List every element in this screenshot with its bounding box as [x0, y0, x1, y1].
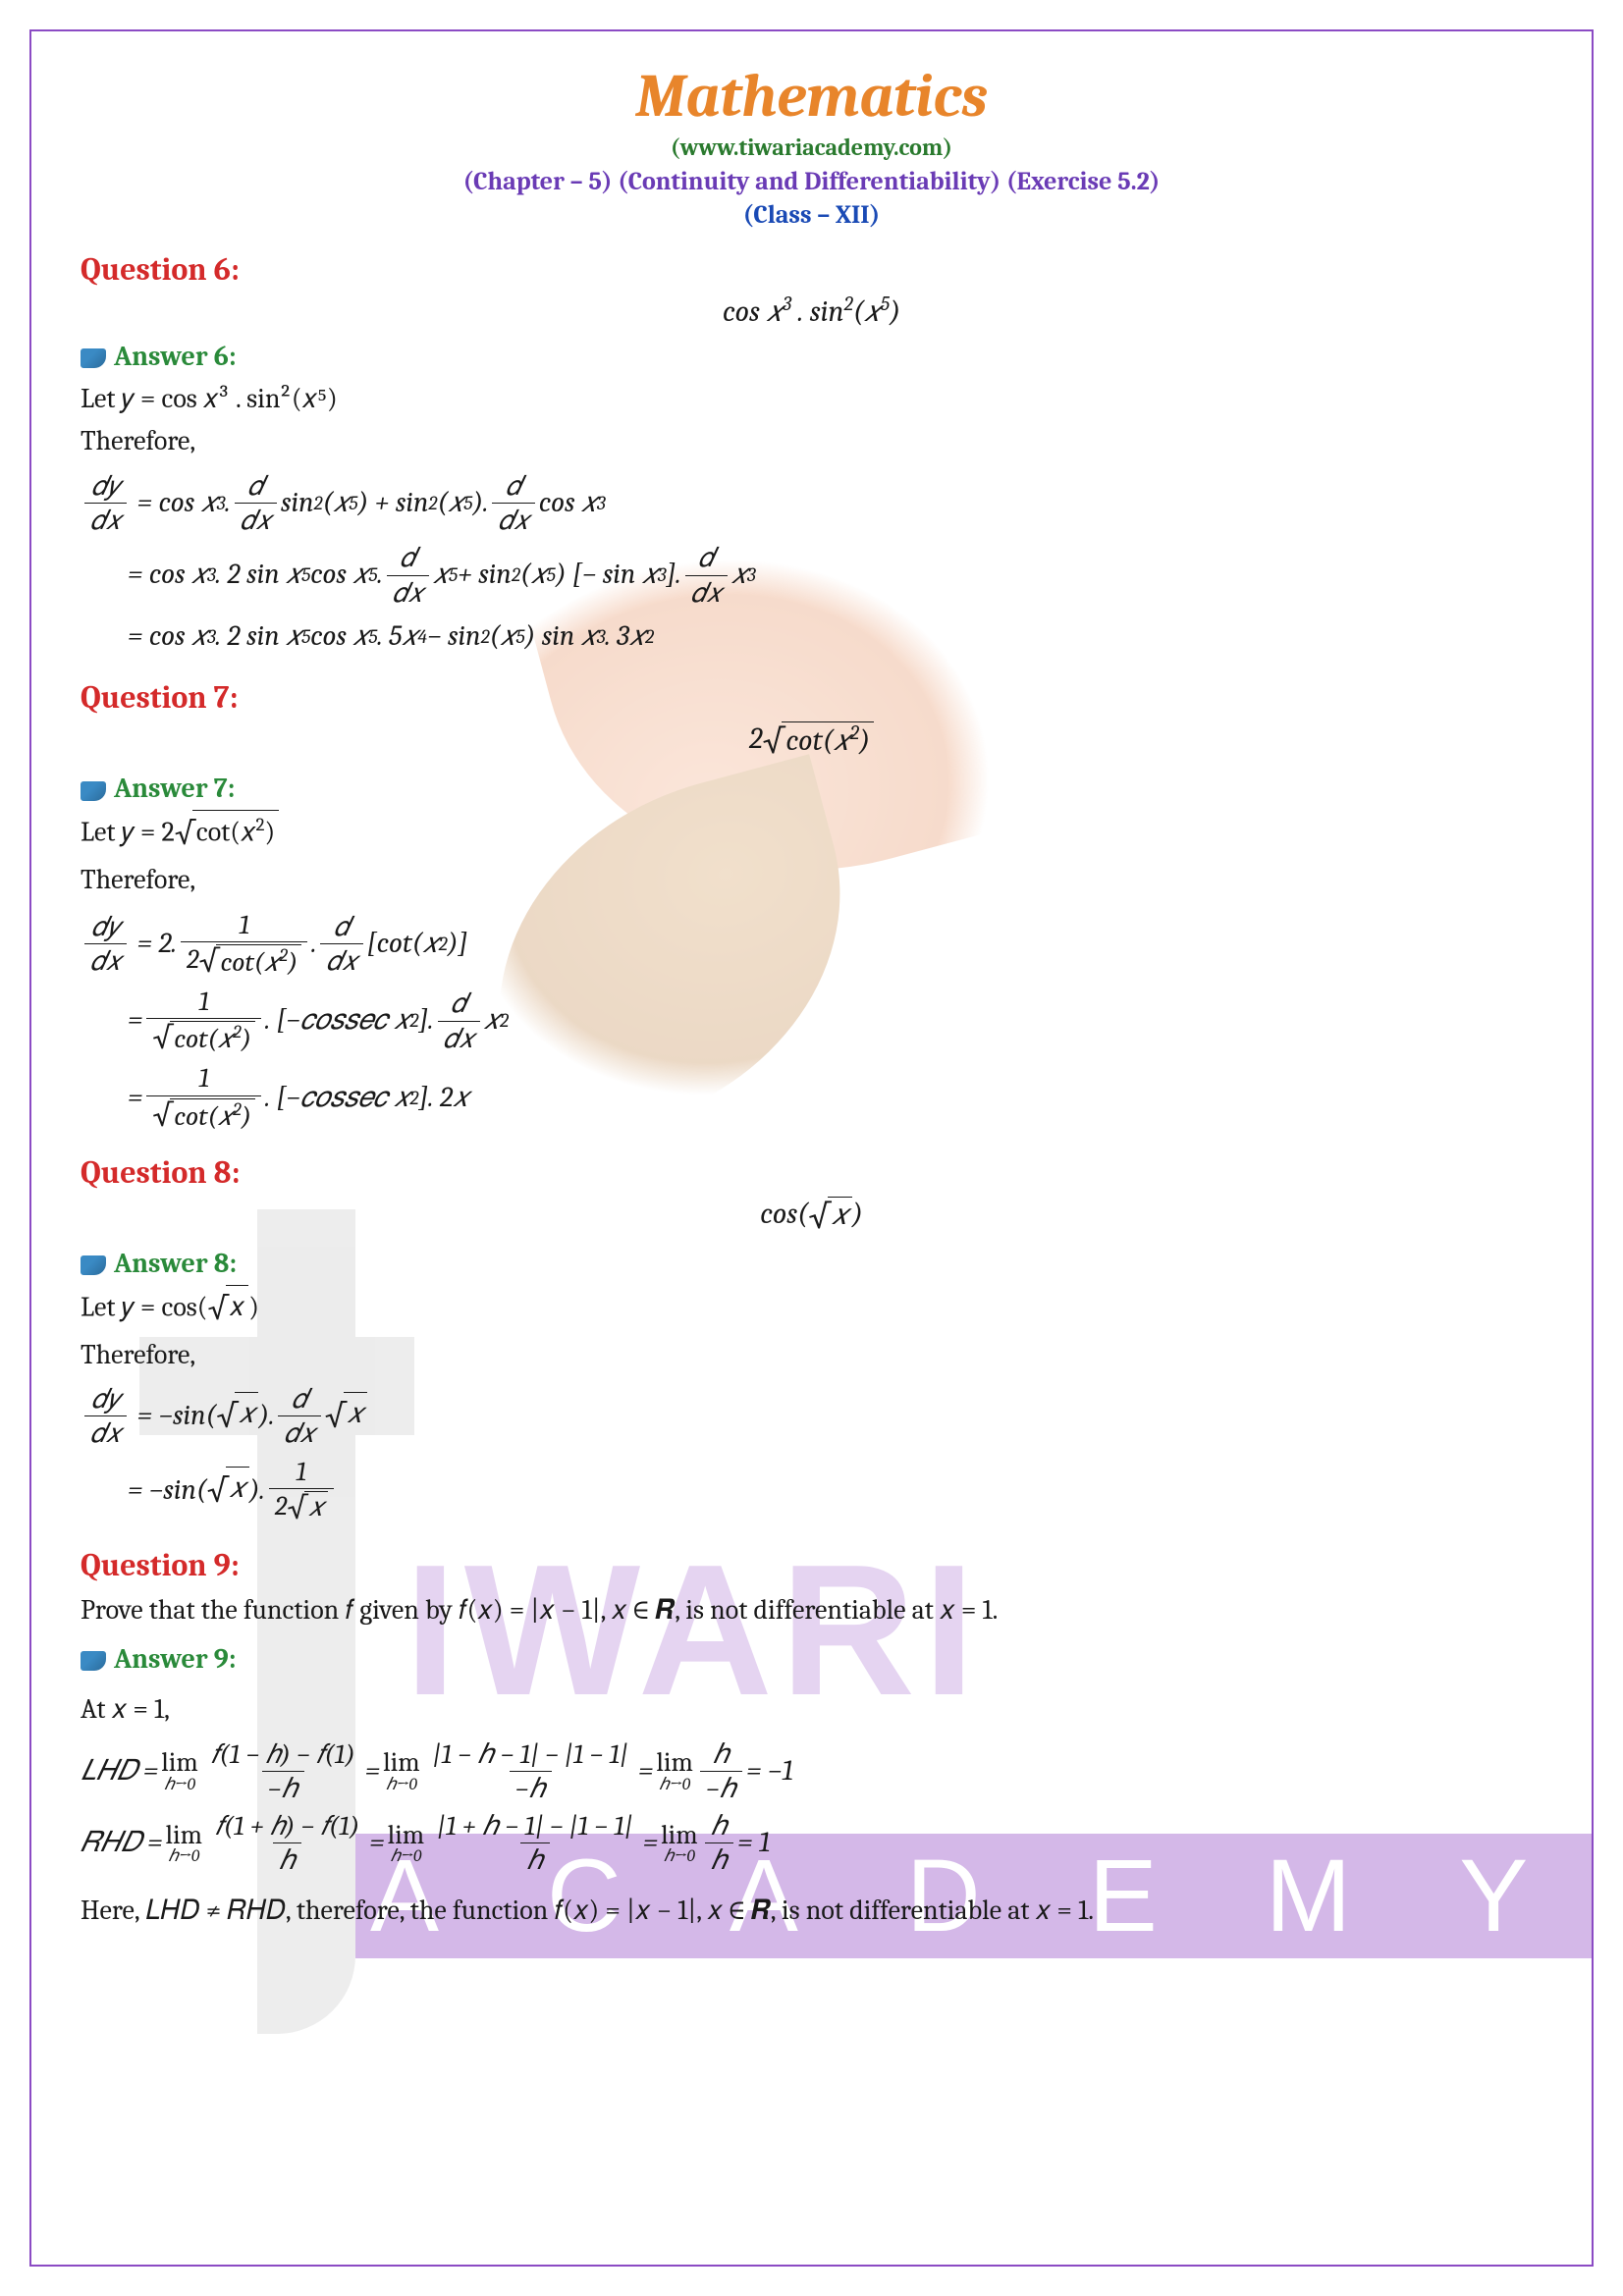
- answer-6-heading: Answer 6:: [81, 341, 1542, 372]
- question-9-heading: Question 9:: [81, 1547, 1542, 1583]
- website-link: (www.tiwariacademy.com): [81, 133, 1542, 161]
- answer-7-heading: Answer 7:: [81, 773, 1542, 804]
- q6-step1: 𝑑𝑦𝑑𝑥 = cos 𝑥3 . 𝑑𝑑𝑥 sin2(𝑥5) + sin2(𝑥5).…: [81, 471, 1542, 536]
- question-8-expr: cos(√𝑥): [81, 1197, 1542, 1236]
- question-7-expr: 2√cot(𝑥2): [81, 721, 1542, 761]
- content: Mathematics (www.tiwariacademy.com) (Cha…: [81, 61, 1542, 1932]
- answer-8-let: Let 𝑦 = cos(√𝑥): [81, 1285, 1542, 1334]
- answer-6-therefore: Therefore,: [81, 420, 1542, 462]
- q9-rhd: 𝑅𝐻𝐷 = limℎ→0 𝑓(1 + ℎ) − 𝑓(1)ℎ = limℎ→0 |…: [81, 1811, 1542, 1876]
- answer-8-therefore: Therefore,: [81, 1334, 1542, 1376]
- q7-step2: = 1√cot(𝑥2) . [−𝑐𝑜𝑠𝑠𝑒𝑐 𝑥2]. 𝑑𝑑𝑥 𝑥2: [128, 987, 1542, 1055]
- question-7-heading: Question 7:: [81, 679, 1542, 716]
- q9-conclusion: Here, 𝐿𝐻𝐷 ≠ 𝑅𝐻𝐷, therefore, the function…: [81, 1890, 1542, 1932]
- class-info: (Class – XII): [81, 200, 1542, 230]
- answer-7-let: Let 𝑦 = 2√cot(𝑥2): [81, 810, 1542, 859]
- q9-lhd: 𝐿𝐻𝐷 = limℎ→0 𝑓(1 − ℎ) − 𝑓(1)−ℎ = limℎ→0 …: [81, 1739, 1542, 1804]
- q7-step3: = 1√cot(𝑥2) . [−𝑐𝑜𝑠𝑠𝑒𝑐 𝑥2]. 2𝑥: [128, 1063, 1542, 1132]
- answer-9-heading: Answer 9:: [81, 1643, 1542, 1675]
- question-6-heading: Question 6:: [81, 251, 1542, 288]
- q6-step2: = cos 𝑥3 . 2 sin 𝑥5 cos 𝑥5 . 𝑑𝑑𝑥 𝑥5 + si…: [128, 543, 1542, 608]
- answer-9-at: At 𝑥 = 1,: [81, 1688, 1542, 1731]
- answer-6-let: Let 𝑦 = cos 𝑥³ . sin²(𝑥⁵): [81, 378, 1542, 420]
- page-title: Mathematics: [81, 61, 1542, 132]
- answer-7-therefore: Therefore,: [81, 859, 1542, 901]
- q7-step1: 𝑑𝑦𝑑𝑥 = 2. 12√cot(𝑥2) . 𝑑𝑑𝑥 [cot(𝑥2)]: [81, 910, 1542, 979]
- question-6-expr: cos 𝑥3 . sin2(𝑥5): [81, 294, 1542, 329]
- question-8-heading: Question 8:: [81, 1154, 1542, 1191]
- answer-8-heading: Answer 8:: [81, 1248, 1542, 1279]
- chapter-info: (Chapter – 5) (Continuity and Differenti…: [81, 167, 1542, 196]
- page-border: IWARI ACADEMY Mathematics (www.tiwariaca…: [29, 29, 1594, 2267]
- q6-step3: = cos 𝑥3 . 2 sin 𝑥5 cos 𝑥5 . 5𝑥4 − sin2(…: [128, 615, 1542, 659]
- q8-step1: 𝑑𝑦𝑑𝑥 = −sin(√𝑥). 𝑑𝑑𝑥 √𝑥: [81, 1384, 1542, 1449]
- q8-step2: = −sin(√𝑥). 12√𝑥: [128, 1457, 1542, 1525]
- question-9-prompt: Prove that the function 𝑓 given by 𝑓(𝑥) …: [81, 1589, 1542, 1631]
